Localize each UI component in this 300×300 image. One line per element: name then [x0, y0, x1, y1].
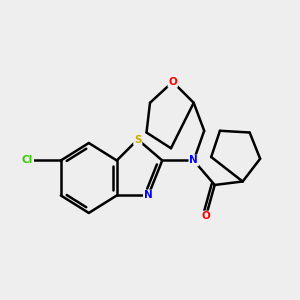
Text: O: O	[202, 212, 210, 221]
Text: N: N	[144, 190, 153, 200]
Text: Cl: Cl	[22, 155, 33, 166]
Text: N: N	[189, 155, 198, 166]
Text: S: S	[134, 134, 142, 145]
Text: O: O	[168, 77, 177, 87]
